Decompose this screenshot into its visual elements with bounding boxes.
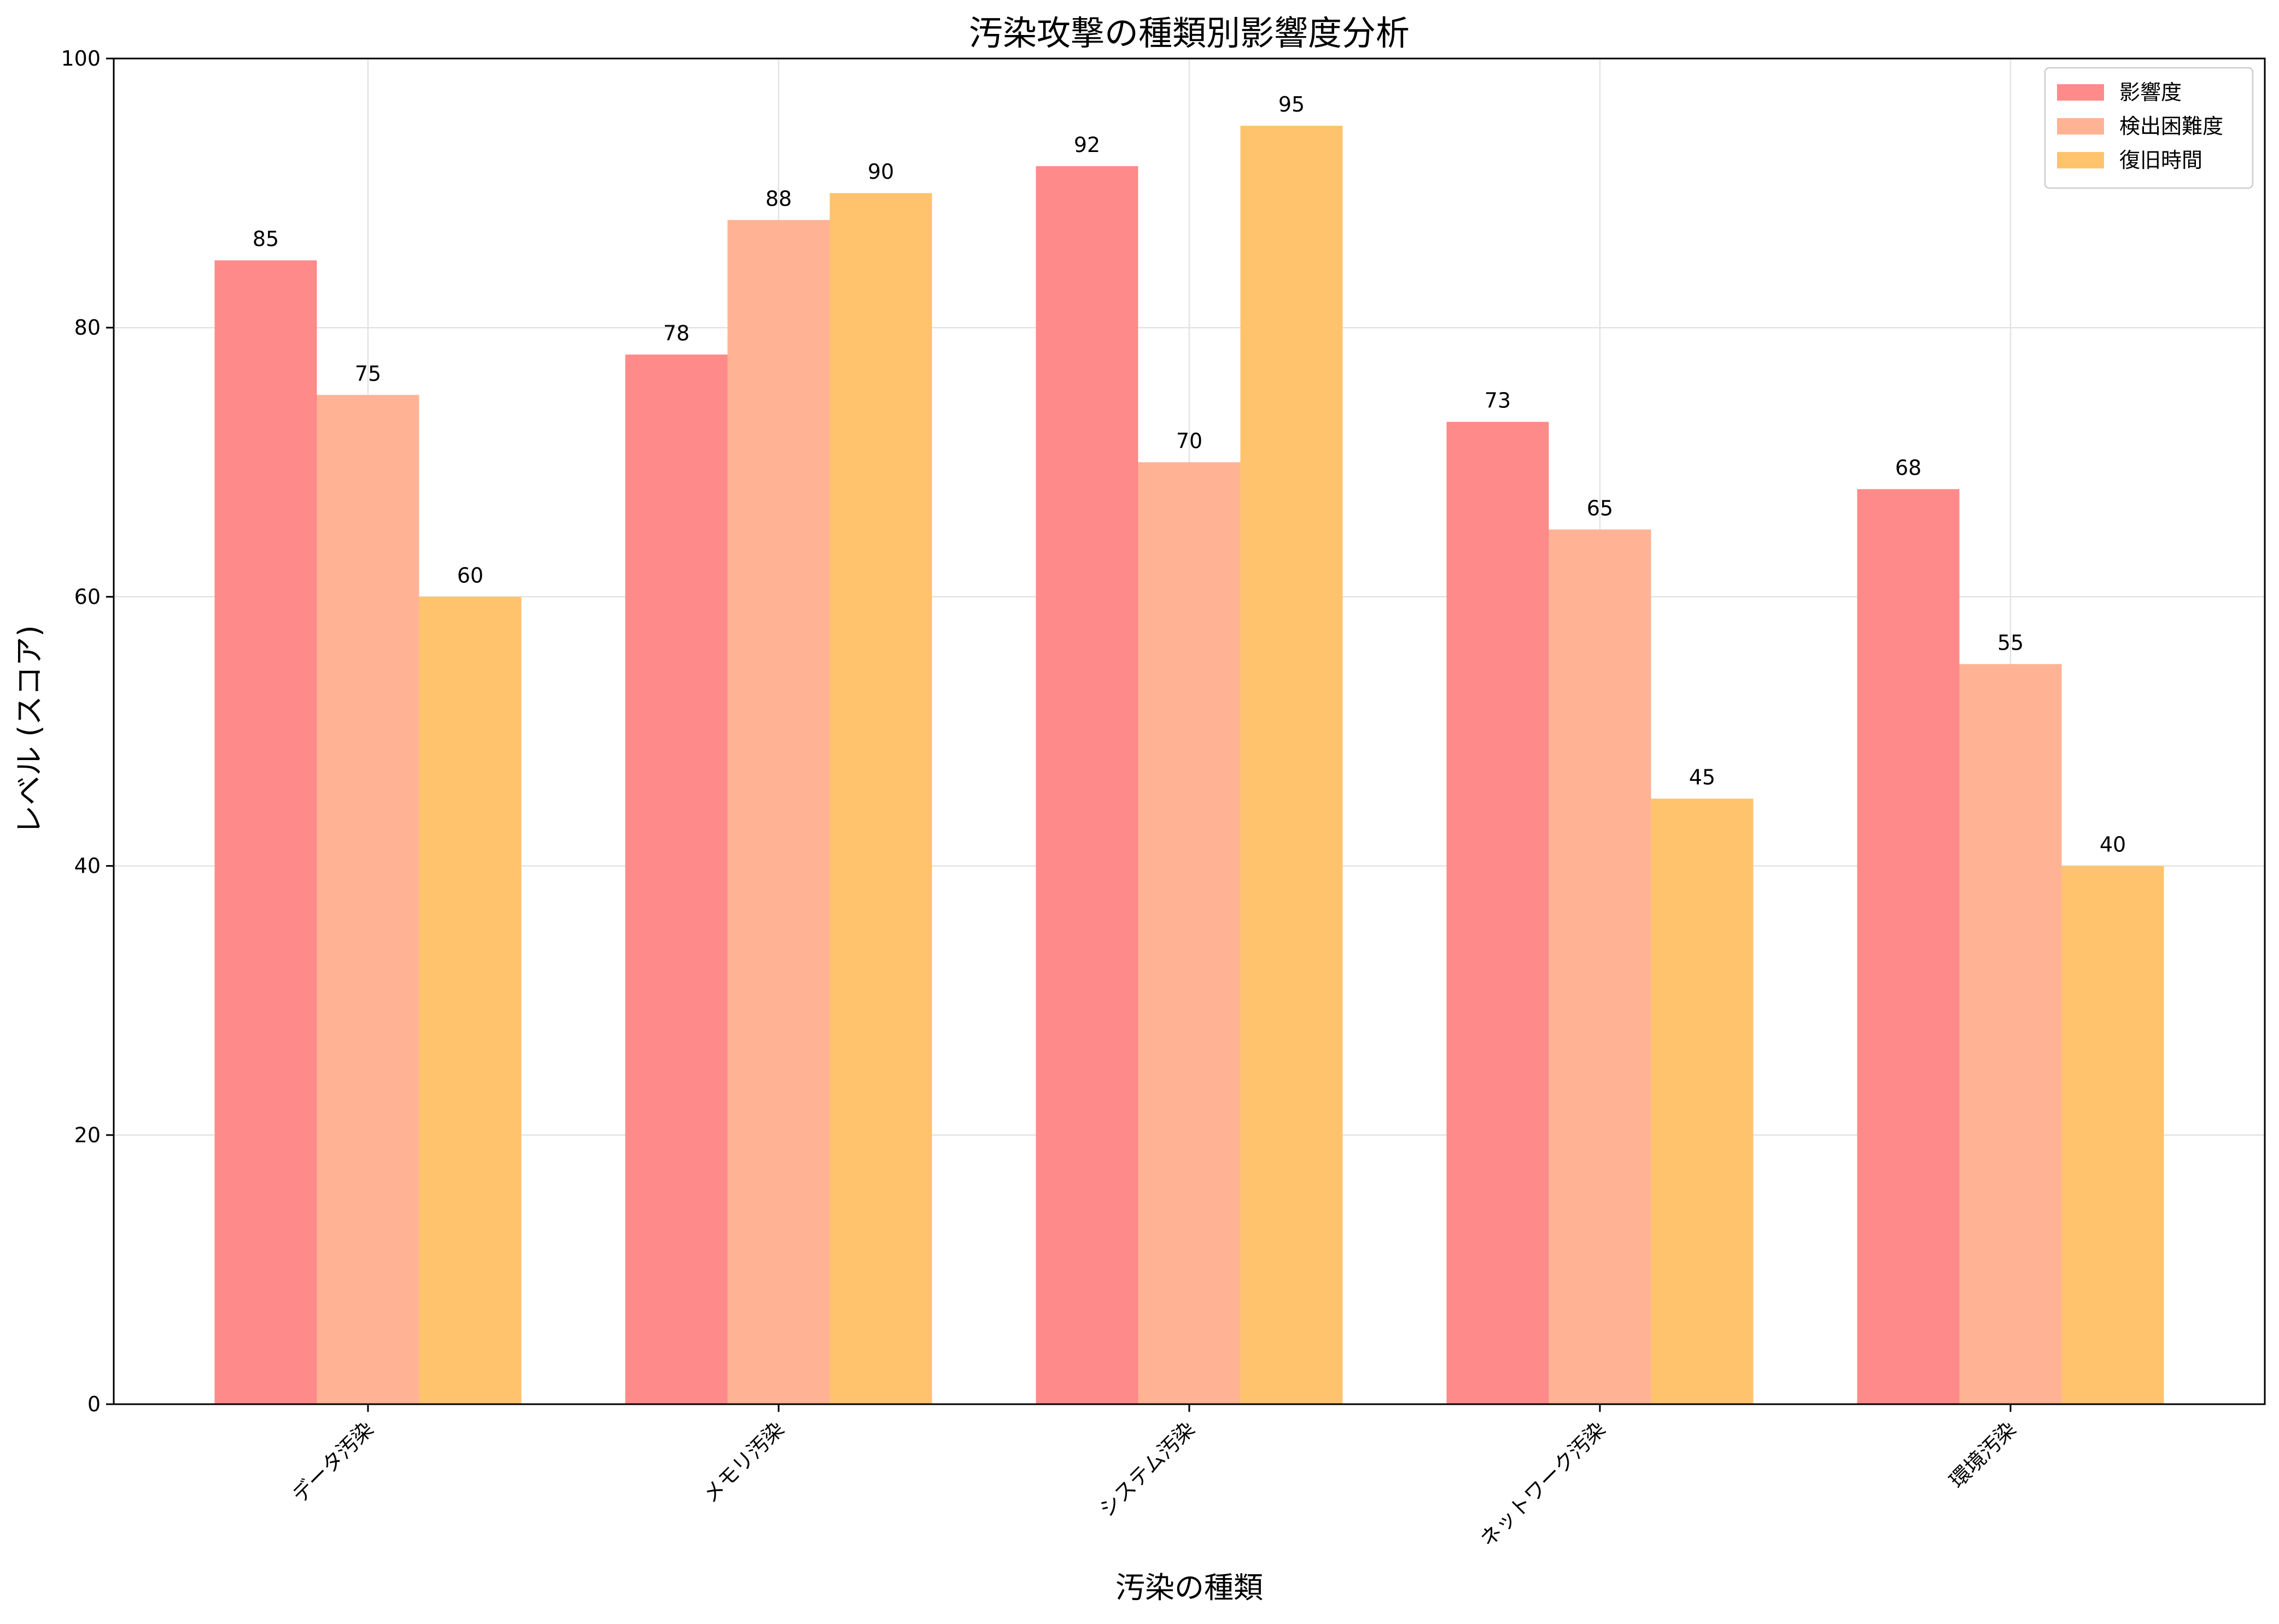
bar-value-label: 65: [1587, 496, 1613, 520]
legend-label: 復旧時間: [2119, 148, 2202, 172]
x-axis-title: 汚染の種類: [1115, 1570, 1263, 1605]
legend-swatch: [2057, 118, 2104, 135]
bar-value-label: 60: [457, 563, 483, 587]
y-tick-label: 0: [87, 1392, 101, 1416]
bar-value-label: 68: [1895, 456, 1921, 480]
bar-影響度-ネットワーク汚染: [1446, 422, 1549, 1404]
y-tick-label: 40: [74, 854, 101, 878]
bar-value-label: 75: [355, 361, 381, 385]
bar-影響度-環境汚染: [1857, 489, 1960, 1404]
bar-復旧時間-データ汚染: [419, 597, 522, 1404]
bar-value-label: 73: [1485, 388, 1511, 412]
x-tick-label: データ汚染: [288, 1417, 378, 1507]
legend-swatch: [2057, 152, 2104, 168]
bar-検出困難度-データ汚染: [317, 395, 419, 1404]
x-tick-label: メモリ汚染: [698, 1417, 788, 1507]
y-tick-label: 80: [74, 316, 101, 340]
legend-label: 影響度: [2119, 80, 2182, 104]
bar-value-label: 45: [1689, 766, 1715, 790]
bar-value-label: 90: [868, 160, 894, 184]
legend-swatch: [2057, 84, 2104, 101]
bar-value-label: 85: [253, 227, 279, 251]
bar-復旧時間-環境汚染: [2061, 866, 2164, 1404]
bar-value-label: 70: [1176, 429, 1202, 453]
bar-value-label: 88: [765, 186, 792, 211]
bars-layer: [214, 126, 2164, 1405]
bar-検出困難度-ネットワーク汚染: [1548, 529, 1651, 1404]
y-tick-label: 20: [74, 1123, 101, 1147]
bar-value-labels: 85 78 92 73 68 75 88 70 65 55 60 90 95 45 40: [253, 92, 2126, 857]
bar-復旧時間-メモリ汚染: [829, 193, 932, 1404]
bar-value-label: 95: [1278, 92, 1305, 116]
y-axis-title: レベル (スコア): [12, 625, 46, 834]
bar-value-label: 40: [2100, 833, 2126, 857]
bar-検出困難度-環境汚染: [1959, 664, 2062, 1404]
bar-検出困難度-システム汚染: [1138, 462, 1241, 1404]
bar-復旧時間-ネットワーク汚染: [1651, 798, 1754, 1404]
bar-value-label: 55: [1997, 630, 2024, 655]
chart-title: 汚染攻撃の種類別影響度分析: [969, 13, 1410, 53]
bar-value-label: 92: [1074, 133, 1100, 157]
y-tick-label: 60: [74, 585, 101, 609]
bar-影響度-メモリ汚染: [625, 354, 728, 1405]
x-tick-label: ネットワーク汚染: [1475, 1417, 1610, 1551]
legend-label: 検出困難度: [2119, 114, 2223, 138]
x-tick-label: システム汚染: [1095, 1417, 1200, 1522]
bar-value-label: 78: [663, 321, 689, 345]
bar-検出困難度-メモリ汚染: [727, 220, 830, 1404]
bar-影響度-システム汚染: [1036, 166, 1138, 1405]
bar-復旧時間-システム汚染: [1240, 126, 1343, 1404]
x-tick-label: 環境汚染: [1945, 1417, 2021, 1493]
bar-影響度-データ汚染: [214, 260, 317, 1405]
y-tick-label: 100: [61, 46, 101, 71]
